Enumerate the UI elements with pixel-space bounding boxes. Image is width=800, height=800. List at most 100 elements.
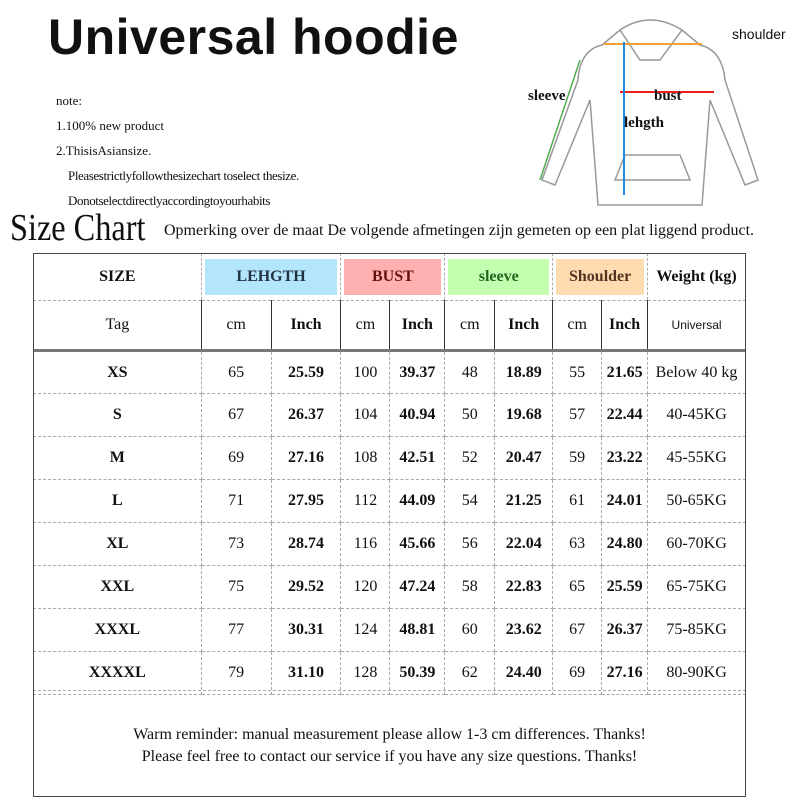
bust-cm: 124 [340, 608, 391, 652]
table-row: XXXL 77 30.31 124 48.81 60 23.62 67 26.37 75-85KG [33, 608, 746, 652]
subheader-tag: Tag [33, 300, 202, 352]
sleeve-inch: 23.62 [494, 608, 554, 652]
header-size: SIZE [33, 253, 202, 301]
weight-cell: Below 40 kg [647, 350, 746, 394]
size-cell: XXXL [33, 608, 202, 652]
subheader-cm: cm [552, 300, 603, 352]
length-inch: 28.74 [270, 522, 342, 566]
footer-line-1: Warm reminder: manual measurement please… [133, 726, 646, 743]
size-cell: S [33, 393, 202, 437]
bust-inch: 40.94 [389, 393, 446, 437]
header-sleeve: sleeve [448, 259, 550, 295]
size-cell: XS [33, 350, 202, 394]
note-4: Donotselectdirectlyaccordingtoyourhabits [68, 193, 271, 208]
shoulder-inch: 23.22 [601, 436, 649, 480]
shoulder-label: shoulder [732, 26, 786, 42]
shoulder-cm: 57 [552, 393, 603, 437]
weight-cell: 80-90KG [647, 651, 746, 695]
bust-cm: 108 [340, 436, 391, 480]
shoulder-cm: 61 [552, 479, 603, 523]
length-cm: 75 [200, 565, 272, 609]
length-inch: 29.52 [270, 565, 342, 609]
sleeve-cm: 62 [444, 651, 496, 695]
shoulder-inch: 24.01 [601, 479, 649, 523]
hoodie-illustration [539, 19, 759, 206]
length-label: lehgth [624, 115, 665, 131]
header-weight: Weight (kg) [647, 253, 746, 301]
shoulder-inch: 26.37 [601, 608, 649, 652]
length-cm: 71 [200, 479, 272, 523]
subheader-cm: cm [444, 300, 496, 352]
size-cell: XXL [33, 565, 202, 609]
size-chart-title: Size Chart [10, 207, 146, 249]
page-title: Universal hoodie [48, 9, 459, 65]
bust-inch: 39.37 [389, 350, 446, 394]
sleeve-cm: 58 [444, 565, 496, 609]
length-cm: 65 [200, 350, 272, 394]
shoulder-inch: 25.59 [601, 565, 649, 609]
header-shoulder: Shoulder [556, 259, 645, 295]
bust-inch: 48.81 [389, 608, 446, 652]
sleeve-label: sleeve [528, 88, 566, 104]
sleeve-cm: 54 [444, 479, 496, 523]
size-chart-subtitle: Opmerking over de maat De volgende afmet… [164, 222, 755, 239]
note-3: Pleasestrictlyfollowthesizechart toselec… [68, 168, 299, 183]
length-cm: 77 [200, 608, 272, 652]
length-inch: 30.31 [270, 608, 342, 652]
table-row: XXXXL 79 31.10 128 50.39 62 24.40 69 27.16 80-90K… [33, 651, 746, 695]
bust-inch: 50.39 [389, 651, 446, 695]
length-cm: 69 [200, 436, 272, 480]
sleeve-cm: 60 [444, 608, 496, 652]
table-row: XS 65 25.59 100 39.37 48 18.89 55 21.65 Below 40 … [33, 350, 746, 394]
shoulder-cm: 63 [552, 522, 603, 566]
bust-cm: 100 [340, 350, 391, 394]
size-cell: M [33, 436, 202, 480]
table-row: S 67 26.37 104 40.94 50 19.68 57 22.44 40-45KG [33, 393, 746, 437]
weight-cell: 75-85KG [647, 608, 746, 652]
subheader-inch: Inch [601, 300, 649, 352]
header-length: LEHGTH [204, 259, 338, 295]
footer-reminder: Warm reminder: manual measurement please… [33, 690, 746, 797]
header-row: SIZE LEHGTH BUST sleeve Shoulder Weight … [33, 253, 746, 301]
length-inch: 26.37 [270, 393, 342, 437]
shoulder-cm: 55 [552, 350, 603, 394]
shoulder-cm: 69 [552, 651, 603, 695]
sleeve-inch: 18.89 [494, 350, 554, 394]
sleeve-inch: 22.04 [494, 522, 554, 566]
bust-cm: 116 [340, 522, 391, 566]
bust-inch: 47.24 [389, 565, 446, 609]
bust-inch: 45.66 [389, 522, 446, 566]
subheader-universal: Universal [647, 300, 746, 352]
length-cm: 73 [200, 522, 272, 566]
shoulder-cm: 59 [552, 436, 603, 480]
size-cell: L [33, 479, 202, 523]
shoulder-cm: 67 [552, 608, 603, 652]
subheader-cm: cm [340, 300, 391, 352]
length-inch: 27.16 [270, 436, 342, 480]
length-cm: 67 [200, 393, 272, 437]
hoodie-diagram: shoulder sleeve bust lehgth [520, 0, 800, 210]
sleeve-cm: 48 [444, 350, 496, 394]
table-row: M 69 27.16 108 42.51 52 20.47 59 23.22 45-55KG [33, 436, 746, 480]
size-table: SIZE LEHGTH BUST sleeve Shoulder Weight … [33, 253, 746, 695]
bust-cm: 112 [340, 479, 391, 523]
length-cm: 79 [200, 651, 272, 695]
weight-cell: 65-75KG [647, 565, 746, 609]
subheader-inch: Inch [494, 300, 554, 352]
table-row: L 71 27.95 112 44.09 54 21.25 61 24.01 50-65KG [33, 479, 746, 523]
subheader-cm: cm [200, 300, 272, 352]
shoulder-cm: 65 [552, 565, 603, 609]
sleeve-inch: 22.83 [494, 565, 554, 609]
note-1: 1.100% new product [56, 118, 164, 133]
weight-cell: 60-70KG [647, 522, 746, 566]
length-inch: 31.10 [270, 651, 342, 695]
weight-cell: 45-55KG [647, 436, 746, 480]
sleeve-inch: 19.68 [494, 393, 554, 437]
bust-label: bust [654, 88, 682, 104]
notes: note: 1.100% new product 2.ThisisAsiansi… [56, 88, 299, 213]
shoulder-inch: 22.44 [601, 393, 649, 437]
note-heading: note: [56, 93, 82, 108]
note-2: 2.ThisisAsiansize. [56, 143, 152, 158]
subheader-row: Tag cm Inch cm Inch cm Inch cm Inch Univ… [33, 300, 746, 352]
table-row: XL 73 28.74 116 45.66 56 22.04 63 24.80 60-70KG [33, 522, 746, 566]
